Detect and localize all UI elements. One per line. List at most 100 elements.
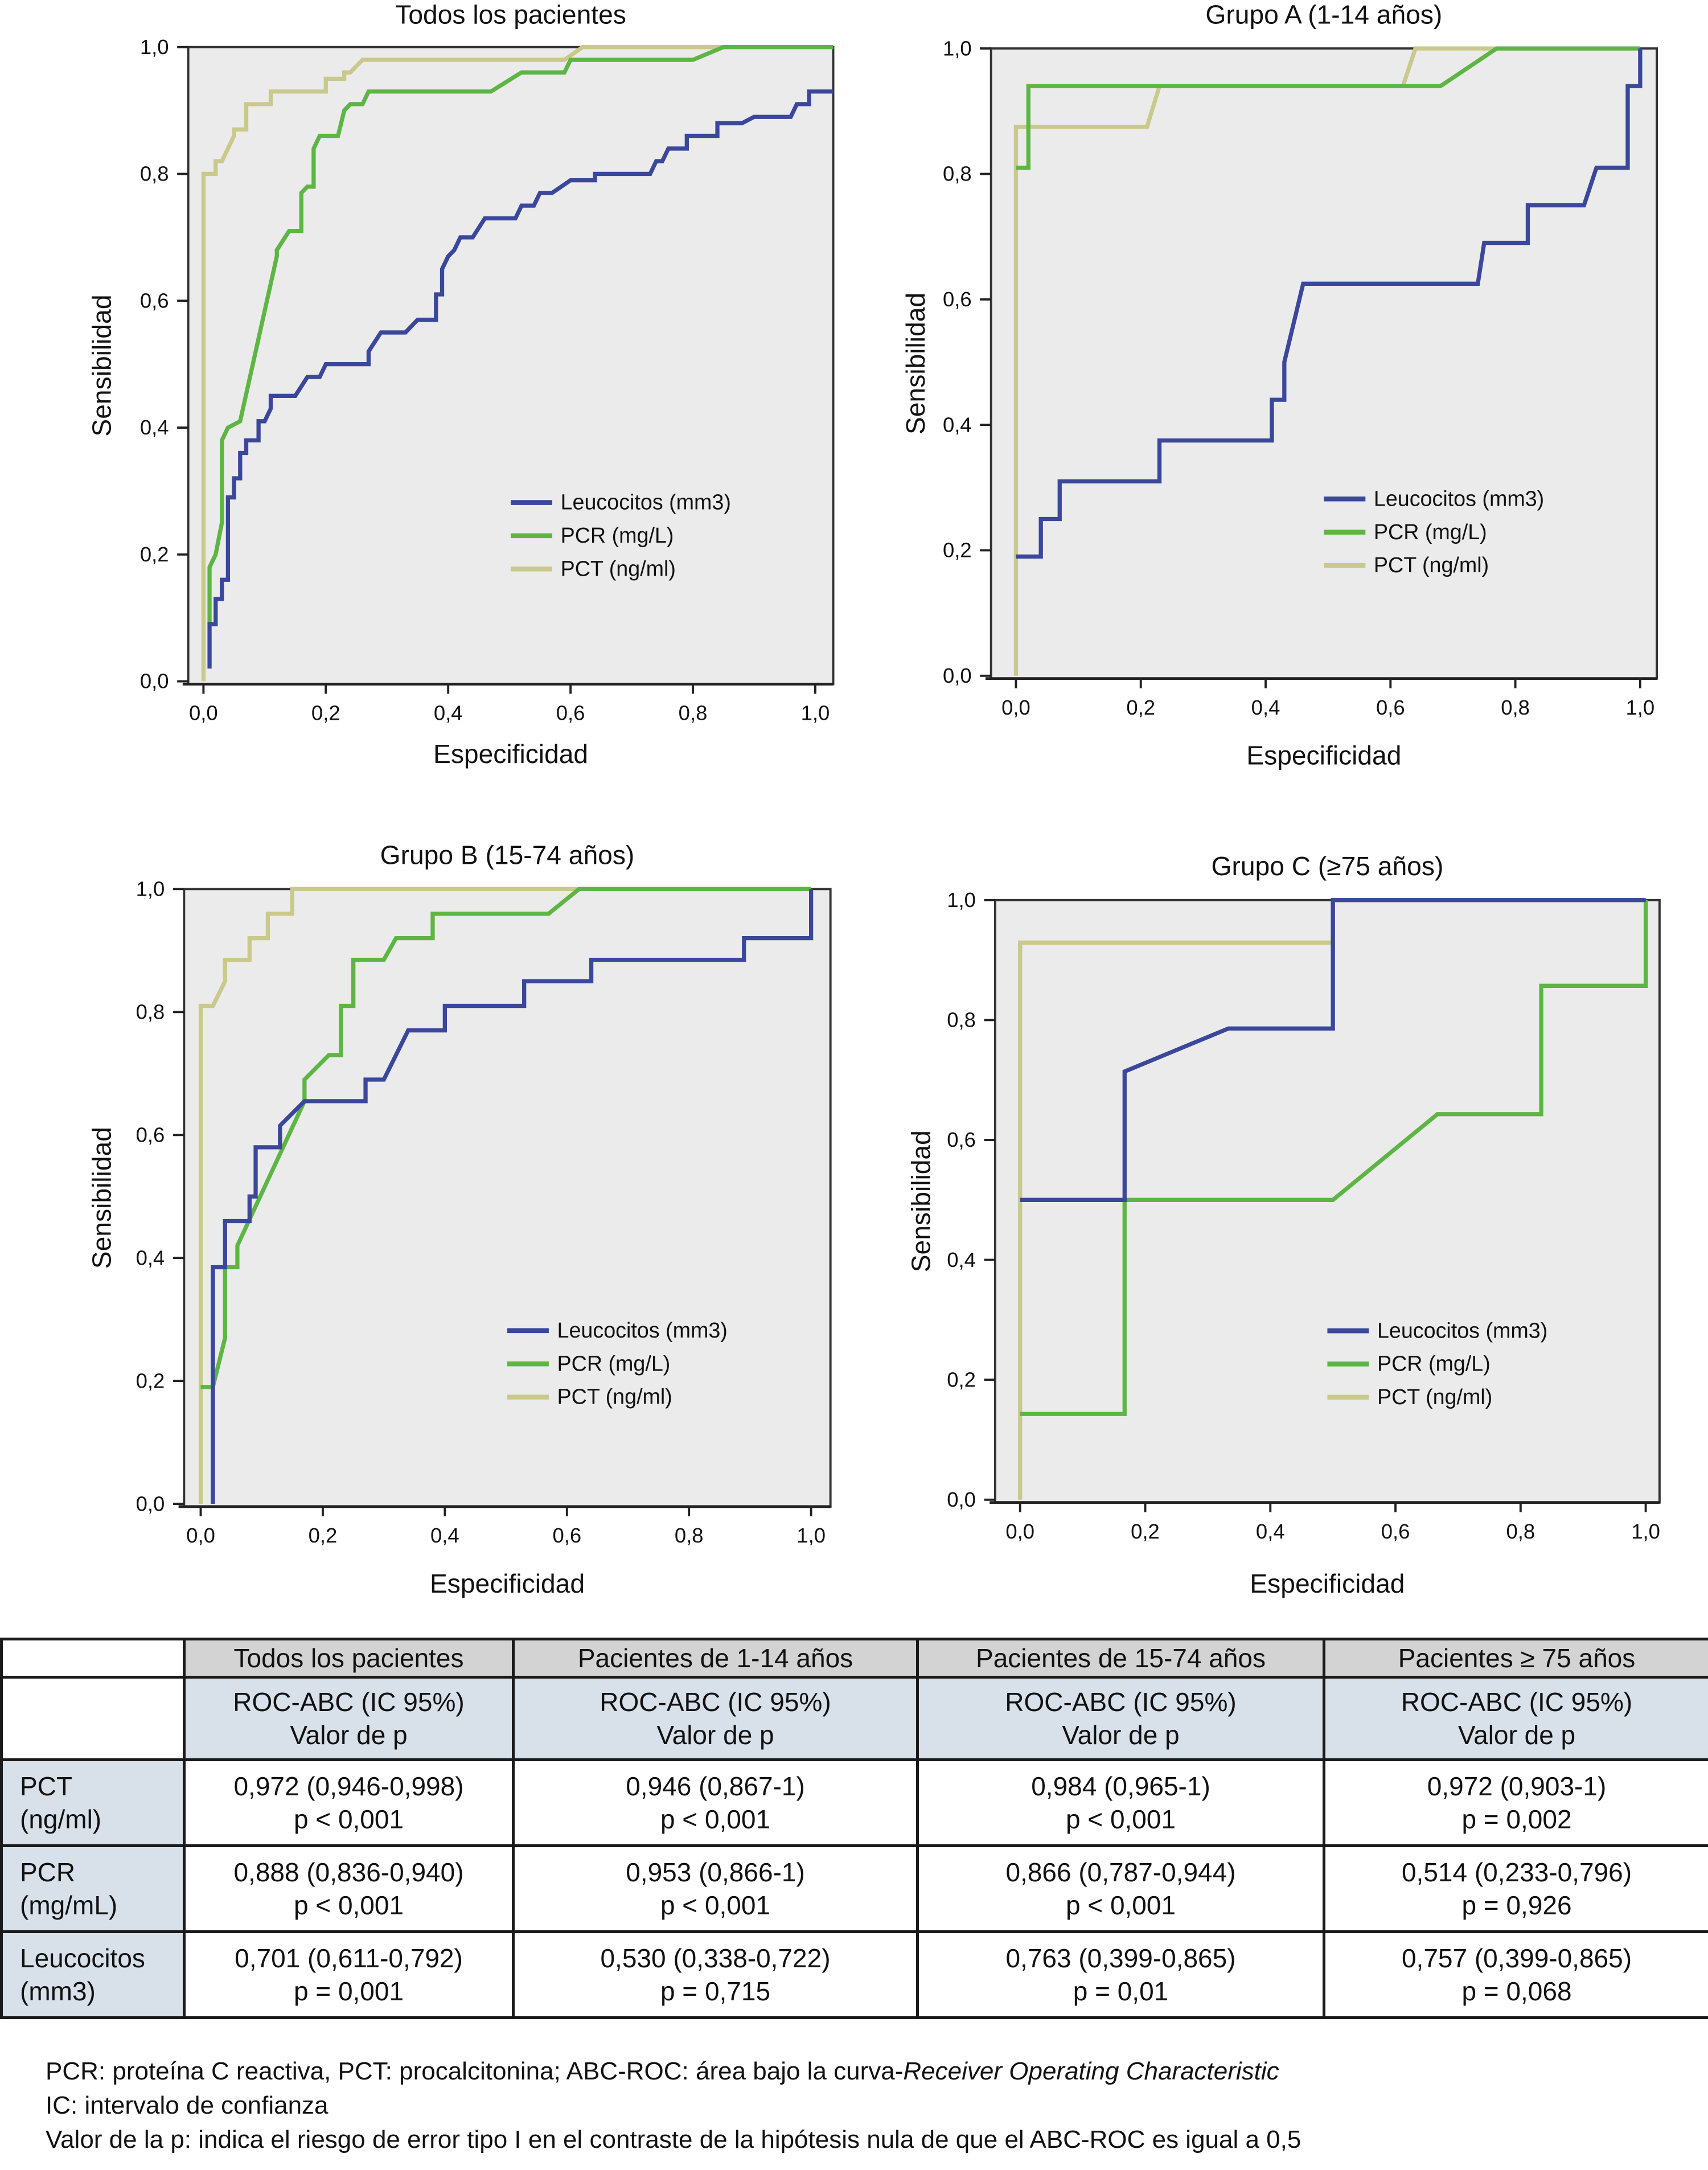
p-value: p < 0,001 xyxy=(660,1804,771,1834)
y-tick-label: 0,4 xyxy=(140,416,169,439)
x-tick-label: 0,8 xyxy=(1506,1520,1535,1543)
chart-title: Todos los pacientes xyxy=(395,0,626,29)
legend-label: Leucocitos (mm3) xyxy=(561,490,731,514)
p-value: p < 0,001 xyxy=(1065,1804,1176,1834)
table-cell: 0,888 (0,836-0,940) p < 0,001 xyxy=(183,1844,515,1933)
p-value: p < 0,001 xyxy=(1065,1890,1176,1920)
table-row: Leucocitos (mm3) 0,701 (0,611-0,792) p = 0… xyxy=(0,1930,1708,2019)
y-tick-label: 0,4 xyxy=(947,1248,976,1271)
table-row: PCT (ng/ml) 0,972 (0,946-0,998) p < 0,001 … xyxy=(0,1758,1708,1847)
subheader-pvalue: Valor de p xyxy=(656,1720,774,1750)
legend-label: PCT (ng/ml) xyxy=(561,556,676,580)
x-tick-label: 0,0 xyxy=(189,702,218,725)
y-tick-label: 1,0 xyxy=(947,888,976,912)
legend-label: Leucocitos (mm3) xyxy=(1374,486,1544,510)
column-header: Pacientes de 15-74 años xyxy=(916,1638,1325,1679)
chart-title: Grupo A (1-14 años) xyxy=(1205,0,1442,29)
row-label: Leucocitos xyxy=(20,1943,145,1973)
roc-chart-panel: Grupo A (1-14 años) 0,0 0,2 0,4 0,6 0,8 1,0 0,0… xyxy=(901,0,1658,770)
x-tick-label: 0,2 xyxy=(1131,1520,1160,1543)
p-value: p = 0,01 xyxy=(1073,1976,1169,2006)
y-tick-label: 0,2 xyxy=(140,543,169,566)
x-tick-label: 0,0 xyxy=(1005,1520,1034,1543)
y-tick-label: 0,6 xyxy=(140,289,169,312)
x-tick-label: 0,0 xyxy=(186,1524,215,1547)
plot-area xyxy=(183,888,832,1508)
auc-value: 0,514 (0,233-0,796) xyxy=(1401,1857,1632,1887)
roc-curve-pcr xyxy=(207,45,834,625)
roc-curve-leucocitos xyxy=(1020,898,1646,1202)
row-header: Leucocitos (mm3) xyxy=(0,1930,186,2019)
y-tick-label: 0,8 xyxy=(140,162,169,186)
x-axis-title: Especificidad xyxy=(1250,1569,1405,1598)
y-tick-label: 0,2 xyxy=(136,1369,165,1392)
legend-label: PCT (ng/ml) xyxy=(557,1385,672,1409)
auc-value: 0,701 (0,611-0,792) xyxy=(235,1943,463,1973)
x-axis-title: Especificidad xyxy=(1246,740,1401,770)
p-value: p = 0,001 xyxy=(293,1976,404,2006)
y-tick-label: 1,0 xyxy=(140,35,169,59)
subheader-metric: ROC-ABC (IC 95%) xyxy=(600,1687,831,1717)
roc-chart-panel: Grupo C (≥75 años) 0,0 0,2 0,4 0,6 0,8 1,0 0,0 0… xyxy=(906,851,1661,1598)
x-tick-label: 0,4 xyxy=(1256,1520,1285,1543)
legend-label: PCR (mg/L) xyxy=(1374,520,1487,544)
p-value: p < 0,001 xyxy=(293,1890,404,1920)
x-tick-label: 0,2 xyxy=(309,1524,338,1547)
table-subheader-row: ROC-ABC (IC 95%) Valor de p ROC-ABC (IC 9… xyxy=(0,1676,1708,1761)
table-footnotes: PCR: proteína C reactiva, PCT: procalcit… xyxy=(46,2054,1301,2157)
p-value: p < 0,001 xyxy=(293,1804,404,1834)
x-axis-title: Especificidad xyxy=(430,1569,585,1598)
roc-curve-leucocitos xyxy=(1016,48,1643,559)
legend-label: Leucocitos (mm3) xyxy=(557,1318,728,1342)
x-tick-label: 0,8 xyxy=(679,702,708,725)
auc-value: 0,530 (0,338-0,722) xyxy=(600,1943,831,1973)
legend-label: PCR (mg/L) xyxy=(1377,1352,1491,1376)
table-row: PCR (mg/mL) 0,888 (0,836-0,940) p < 0,001 … xyxy=(0,1844,1708,1933)
table-cell: 0,972 (0,903-1) p = 0,002 xyxy=(1323,1758,1708,1847)
column-header: Pacientes ≥ 75 años xyxy=(1323,1638,1708,1679)
x-tick-label: 0,6 xyxy=(556,702,585,725)
footnote-pvalue: Valor de la p: indica el riesgo de error… xyxy=(46,2126,1301,2153)
table-header-row: Todos los pacientes Pacientes de 1-14 añ… xyxy=(0,1638,1708,1679)
row-header: PCR (mg/mL) xyxy=(0,1844,186,1933)
y-tick-label: 1,0 xyxy=(136,877,165,900)
table-cell: 0,953 (0,866-1) p < 0,001 xyxy=(512,1844,919,1933)
subheader-metric: ROC-ABC (IC 95%) xyxy=(1401,1687,1633,1717)
roc-auc-table: Todos los pacientes Pacientes de 1-14 añ… xyxy=(0,1638,1708,2019)
y-tick-label: 0,6 xyxy=(947,1128,976,1151)
roc-curve-leucocitos xyxy=(207,89,834,669)
footnote-italic-text: Receiver Operating Characteristic xyxy=(903,2057,1279,2085)
row-label: PCT xyxy=(20,1771,72,1801)
auc-value: 0,972 (0,903-1) xyxy=(1427,1771,1607,1801)
column-header: Todos los pacientes xyxy=(183,1638,515,1679)
y-tick-label: 0,0 xyxy=(947,1488,976,1511)
table-cell: 0,972 (0,946-0,998) p < 0,001 xyxy=(183,1758,515,1847)
p-value: p = 0,926 xyxy=(1461,1890,1572,1920)
p-value: p = 0,068 xyxy=(1461,1976,1572,2006)
y-tick-label: 0,8 xyxy=(947,1008,976,1032)
legend-label: PCR (mg/L) xyxy=(561,523,674,547)
roc-figure: Todos los pacientes 0,0 0,2 0,4 0,6 0,8 1,0 0,0… xyxy=(87,0,1661,1598)
subheader-pvalue: Valor de p xyxy=(1062,1720,1180,1750)
x-tick-label: 0,8 xyxy=(675,1524,704,1547)
x-tick-label: 1,0 xyxy=(1626,696,1655,719)
roc-chart-panel: Grupo B (15-74 años) 0,0 0,2 0,4 0,6 0,8 1,0 0,… xyxy=(87,840,832,1598)
auc-value: 0,946 (0,867-1) xyxy=(626,1771,805,1801)
x-tick-label: 1,0 xyxy=(801,702,830,725)
x-tick-label: 0,4 xyxy=(430,1524,459,1547)
footnote-ic: IC: intervalo de confianza xyxy=(46,2091,329,2119)
y-tick-label: 0,8 xyxy=(943,162,972,186)
subheader-metric: ROC-ABC (IC 95%) xyxy=(233,1687,465,1717)
x-tick-label: 0,6 xyxy=(1376,696,1405,719)
y-tick-label: 0,2 xyxy=(943,539,972,562)
p-value: p = 0,002 xyxy=(1461,1804,1572,1834)
y-tick-label: 0,4 xyxy=(136,1246,165,1269)
roc-curve-pct xyxy=(201,45,834,682)
table-cell: 0,866 (0,787-0,944) p < 0,001 xyxy=(916,1844,1325,1933)
table-cell: 0,530 (0,338-0,722) p = 0,715 xyxy=(512,1930,919,2019)
subheader-cell: ROC-ABC (IC 95%) Valor de p xyxy=(512,1676,919,1761)
x-tick-label: 0,6 xyxy=(1381,1520,1410,1543)
p-value: p < 0,001 xyxy=(660,1890,771,1920)
subheader-pvalue: Valor de p xyxy=(290,1720,408,1750)
y-tick-label: 0,8 xyxy=(136,1000,165,1023)
